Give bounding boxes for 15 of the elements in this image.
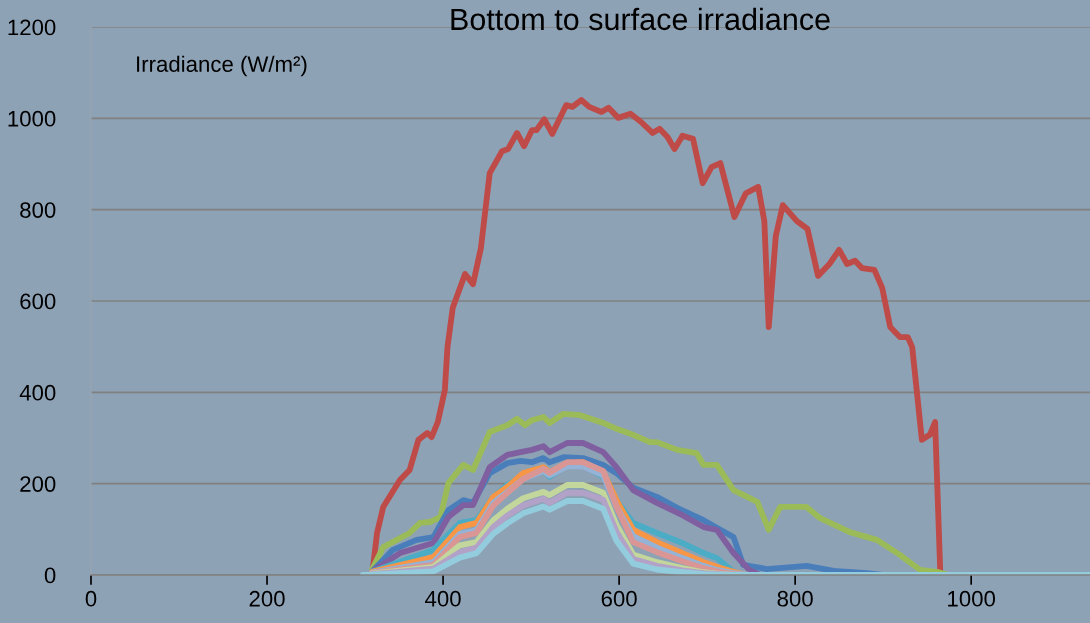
x-tick-label: 400 bbox=[425, 590, 461, 607]
x-tick-label: 1000 bbox=[948, 590, 996, 607]
y-tick-label: 0 bbox=[44, 567, 56, 584]
x-tick-label: 200 bbox=[249, 590, 285, 607]
chart-title: Bottom to surface irradiance bbox=[451, 7, 830, 31]
y-tick-label: 800 bbox=[20, 202, 56, 218]
x-tick-label: 0 bbox=[85, 590, 97, 607]
y-tick-label: 1200 bbox=[8, 19, 56, 36]
y-axis-title: Irradiance (W/m²) bbox=[137, 55, 307, 77]
x-tick-label: 600 bbox=[601, 590, 637, 607]
y-tick-label: 600 bbox=[20, 293, 56, 310]
y-tick-label: 400 bbox=[19, 384, 56, 401]
y-tick-label: 200 bbox=[20, 476, 56, 492]
y-tick-label: 1000 bbox=[8, 110, 56, 127]
x-tick-label: 800 bbox=[777, 590, 813, 607]
